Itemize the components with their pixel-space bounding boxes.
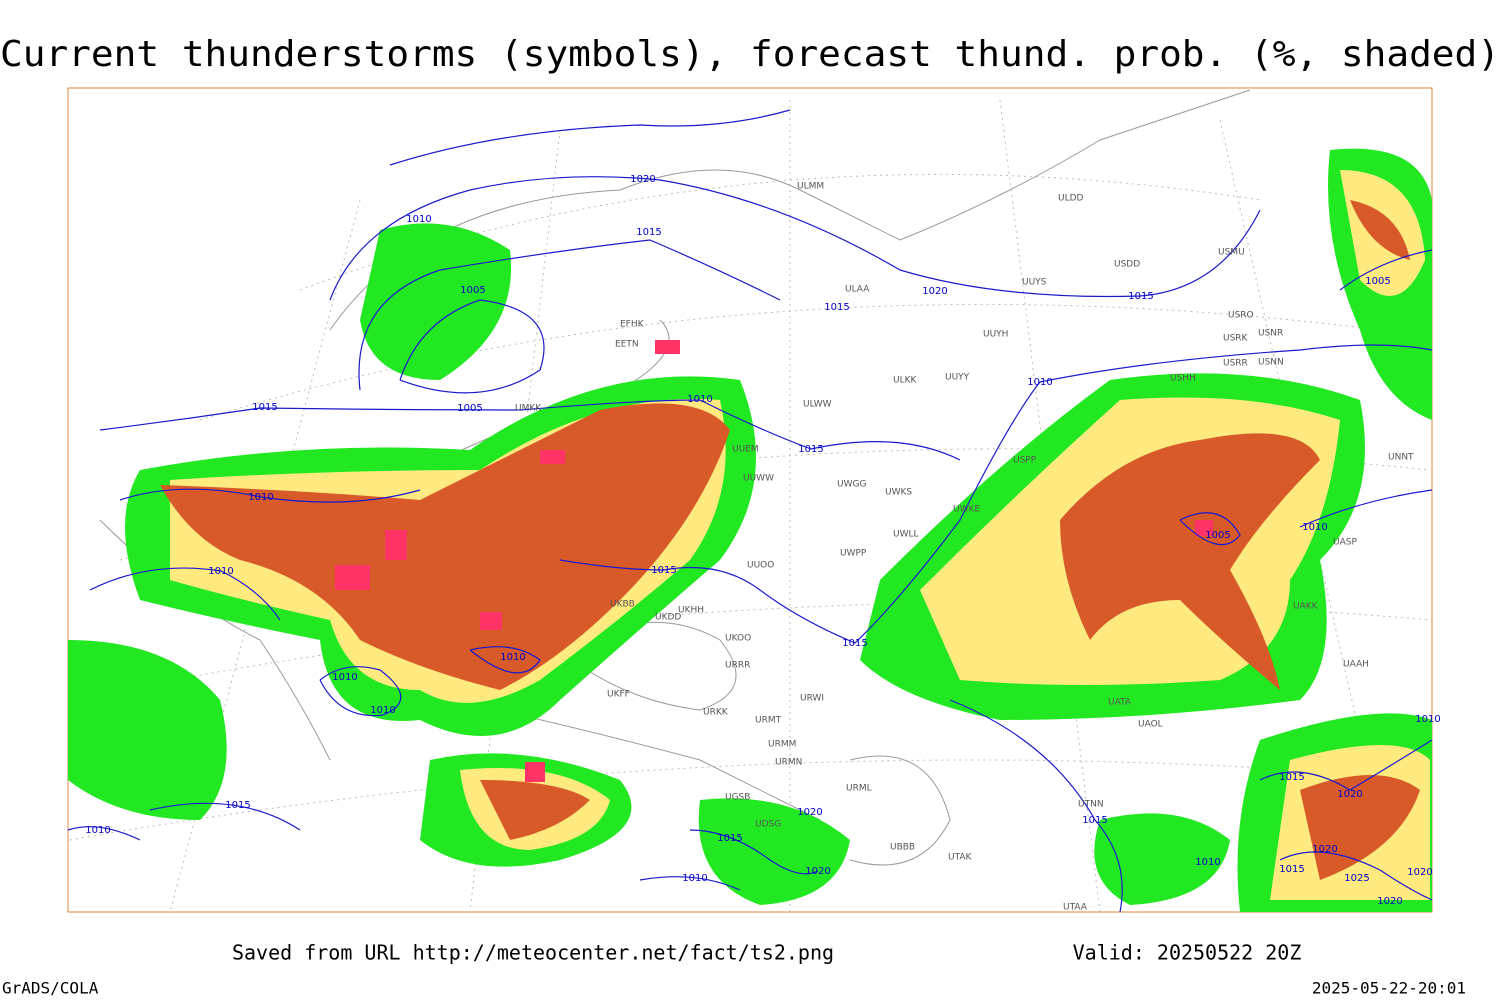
isobar-label: 1015 — [824, 302, 849, 313]
station-label: USRO — [1228, 311, 1254, 321]
isobar-label: 1020 — [1337, 789, 1362, 800]
isobar-label: 1010 — [500, 652, 525, 663]
station-label: UWPP — [840, 549, 867, 559]
station-label: USRK — [1223, 334, 1249, 344]
source-url: Saved from URL http://meteocenter.net/fa… — [232, 941, 834, 965]
isobar-label: 1015 — [798, 444, 823, 455]
station-label: UUWW — [743, 474, 774, 484]
station-label: UWKE — [953, 505, 980, 515]
station-label: ULDD — [1058, 194, 1084, 204]
station-label: ULMM — [797, 182, 824, 192]
station-label: USNN — [1258, 358, 1284, 368]
station-label: UWKS — [885, 488, 912, 498]
isobar-label: 1020 — [1377, 896, 1402, 907]
isobar-label: 1010 — [1415, 714, 1440, 725]
station-label: UKHH — [678, 606, 704, 616]
station-label: UUYY — [945, 373, 970, 383]
station-label: UKOO — [725, 634, 751, 644]
station-label: UUYH — [983, 330, 1008, 340]
station-label: EETN — [615, 340, 639, 350]
station-label: UATA — [1108, 698, 1132, 708]
station-label: UUOO — [747, 561, 774, 571]
station-label: UGSB — [725, 793, 750, 803]
station-label: UWGG — [837, 480, 866, 490]
isobar-label: 1010 — [248, 492, 273, 503]
isobar-label: 1005 — [1365, 276, 1390, 287]
station-label: UUEM — [732, 445, 759, 455]
station-label: UNNT — [1388, 453, 1414, 463]
station-label: URMM — [768, 740, 796, 750]
station-label: UAAH — [1343, 660, 1369, 670]
isobar-label: 1010 — [1027, 377, 1052, 388]
timestamp: 2025-05-22-20:01 — [1312, 979, 1466, 998]
station-label: URRR — [725, 661, 750, 671]
station-label: USMU — [1218, 248, 1245, 258]
station-label: URMT — [755, 716, 782, 726]
isobar-label: 1015 — [252, 402, 277, 413]
station-label: EFHK — [620, 320, 645, 330]
station-label: URWI — [800, 694, 824, 704]
title: Current thunderstorms (symbols), forecas… — [0, 34, 1500, 75]
isobar-label: 1010 — [85, 825, 110, 836]
valid-time: Valid: 20250522 20Z — [1073, 941, 1302, 965]
station-label: UASP — [1333, 538, 1357, 548]
station-label: USNR — [1258, 329, 1283, 339]
station-label: USPP — [1013, 456, 1037, 466]
station-label: UKFF — [607, 690, 630, 700]
isobar-label: 1015 — [842, 638, 867, 649]
station-label: URKK — [703, 708, 729, 718]
isobar-label: 1020 — [922, 286, 947, 297]
station-label: ULWW — [803, 400, 832, 410]
isobar-label: 1010 — [682, 873, 707, 884]
isobar-label: 1005 — [460, 285, 485, 296]
isobar-label: 1010 — [687, 394, 712, 405]
thunder-prob-shading — [68, 148, 1432, 912]
isobar-label: 1015 — [1279, 772, 1304, 783]
station-label: UMKK — [515, 404, 542, 414]
station-label: ULKK — [893, 376, 918, 386]
isobar-label: 1010 — [332, 672, 357, 683]
isobar-label: 1015 — [651, 565, 676, 576]
isobar-label: 1025 — [1344, 873, 1369, 884]
isobar-label: 1010 — [1195, 857, 1220, 868]
station-label: UUYS — [1022, 278, 1047, 288]
station-label: UAOL — [1138, 720, 1163, 730]
isobar-label: 1015 — [1082, 815, 1107, 826]
isobar-label: 1010 — [1302, 522, 1327, 533]
station-label: USHH — [1170, 374, 1196, 384]
station-label: UKDD — [655, 613, 681, 623]
isobar-label: 1015 — [225, 800, 250, 811]
station-label: UTAA — [1063, 903, 1088, 913]
station-label: UAKK — [1293, 602, 1319, 612]
isobar-label: 1020 — [1312, 844, 1337, 855]
isobar-label: 1015 — [636, 227, 661, 238]
station-label: ULAA — [845, 285, 870, 295]
station-label: UTAK — [948, 853, 973, 863]
isobar-label: 1005 — [1205, 530, 1230, 541]
station-label: USDD — [1114, 260, 1140, 270]
isobar-label: 1020 — [797, 807, 822, 818]
station-label: URMN — [775, 758, 802, 768]
isobar-label: 1010 — [406, 214, 431, 225]
isobar-label: 1015 — [717, 833, 742, 844]
station-label: UDSG — [755, 820, 781, 830]
software: GrADS/COLA — [2, 979, 99, 998]
station-label: UTNN — [1078, 800, 1104, 810]
isobar-label: 1015 — [1279, 864, 1304, 875]
isobar-label: 1010 — [208, 566, 233, 577]
station-label: USRR — [1223, 359, 1248, 369]
map-frame: 1020 1010 1015 1005 1015 1005 1010 1015 1010 1010… — [67, 87, 1441, 913]
isobar-label: 1005 — [457, 403, 482, 414]
isobar-label: 1020 — [630, 174, 655, 185]
isobar-label: 1015 — [1128, 291, 1153, 302]
station-label: UKBB — [610, 600, 635, 610]
isobar-label: 1020 — [1407, 867, 1432, 878]
isobar-label: 1010 — [370, 705, 395, 716]
station-label: UWLL — [893, 530, 919, 540]
station-label: URML — [846, 784, 872, 794]
station-label: UBBB — [890, 843, 915, 853]
isobar-label: 1020 — [805, 866, 830, 877]
